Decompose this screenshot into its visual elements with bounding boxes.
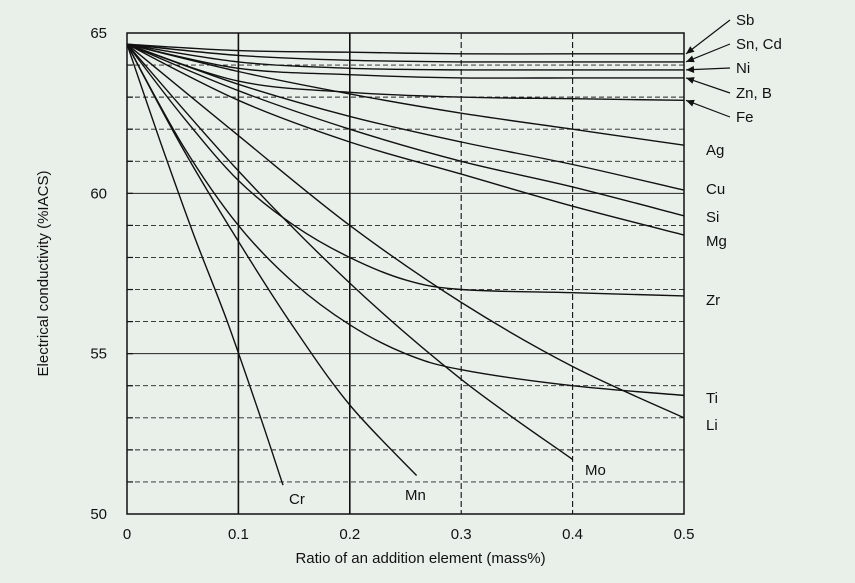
x-tick-labels: 0 0.1 0.2 0.3 0.4 0.5 (123, 526, 695, 543)
series-line-sn-cd (126, 43, 684, 63)
series-line-zn-b (126, 43, 684, 79)
label-pointers (685, 19, 731, 118)
series-lines (126, 43, 685, 486)
plot-area-border (126, 32, 685, 515)
x-tick-label: 0.1 (228, 526, 249, 543)
x-tick-label: 0.5 (674, 526, 695, 543)
y-tick-label: 65 (90, 25, 107, 42)
series-line-cu (126, 43, 685, 191)
label-pointer-arrowhead (686, 66, 695, 74)
label-pointer-arrowhead (686, 46, 695, 54)
x-tick-label: 0.2 (339, 526, 360, 543)
series-line-mn (126, 43, 418, 476)
series-line-li (126, 43, 685, 419)
series-line-si (126, 43, 685, 217)
series-label-li: Li (706, 417, 718, 434)
y-tick-label: 50 (90, 506, 107, 523)
series-line-zr (126, 43, 685, 297)
series-line-ti (126, 43, 685, 397)
label-pointer-arrowhead (686, 55, 695, 63)
series-line-ag (126, 43, 685, 146)
y-axis-title: Electrical conductivity (%IACS) (35, 171, 52, 377)
series-line-ni (126, 43, 684, 71)
series-label-mn: Mn (405, 487, 426, 504)
series-label-ti: Ti (706, 390, 718, 407)
y-tick-labels: 50 55 60 65 (90, 25, 107, 523)
series-labels: Sb Sn, Cd Ni Zn, B Fe Ag Cu Si Mg Zr Ti Li Mo Mn Cr (289, 12, 782, 508)
series-label-fe: Fe (736, 109, 754, 126)
y-tick-label: 55 (90, 346, 107, 363)
series-line-mo (126, 43, 574, 461)
series-label-cr: Cr (289, 491, 305, 508)
label-pointer-arrowhead (686, 99, 695, 107)
series-label-zn-b: Zn, B (736, 85, 772, 102)
series-label-sn-cd: Sn, Cd (736, 36, 782, 53)
label-pointer-line (685, 19, 731, 55)
series-label-mg: Mg (706, 233, 727, 250)
series-label-si: Si (706, 209, 719, 226)
x-tick-label: 0 (123, 526, 131, 543)
series-label-zr: Zr (706, 292, 720, 309)
label-pointer-arrowhead (686, 77, 695, 84)
grid (127, 33, 684, 514)
series-label-cu: Cu (706, 181, 725, 198)
series-line-sb (126, 43, 684, 55)
x-tick-label: 0.3 (451, 526, 472, 543)
series-label-mo: Mo (585, 462, 606, 479)
series-line-fe (126, 43, 685, 101)
y-tick-label: 60 (90, 185, 107, 202)
series-line-cr (126, 43, 284, 486)
series-label-ag: Ag (706, 142, 724, 159)
series-line-mg (126, 43, 685, 236)
series-label-sb: Sb (736, 12, 754, 29)
x-axis-title: Ratio of an addition element (mass%) (295, 550, 545, 567)
x-tick-label: 0.4 (562, 526, 583, 543)
series-label-ni: Ni (736, 60, 750, 77)
